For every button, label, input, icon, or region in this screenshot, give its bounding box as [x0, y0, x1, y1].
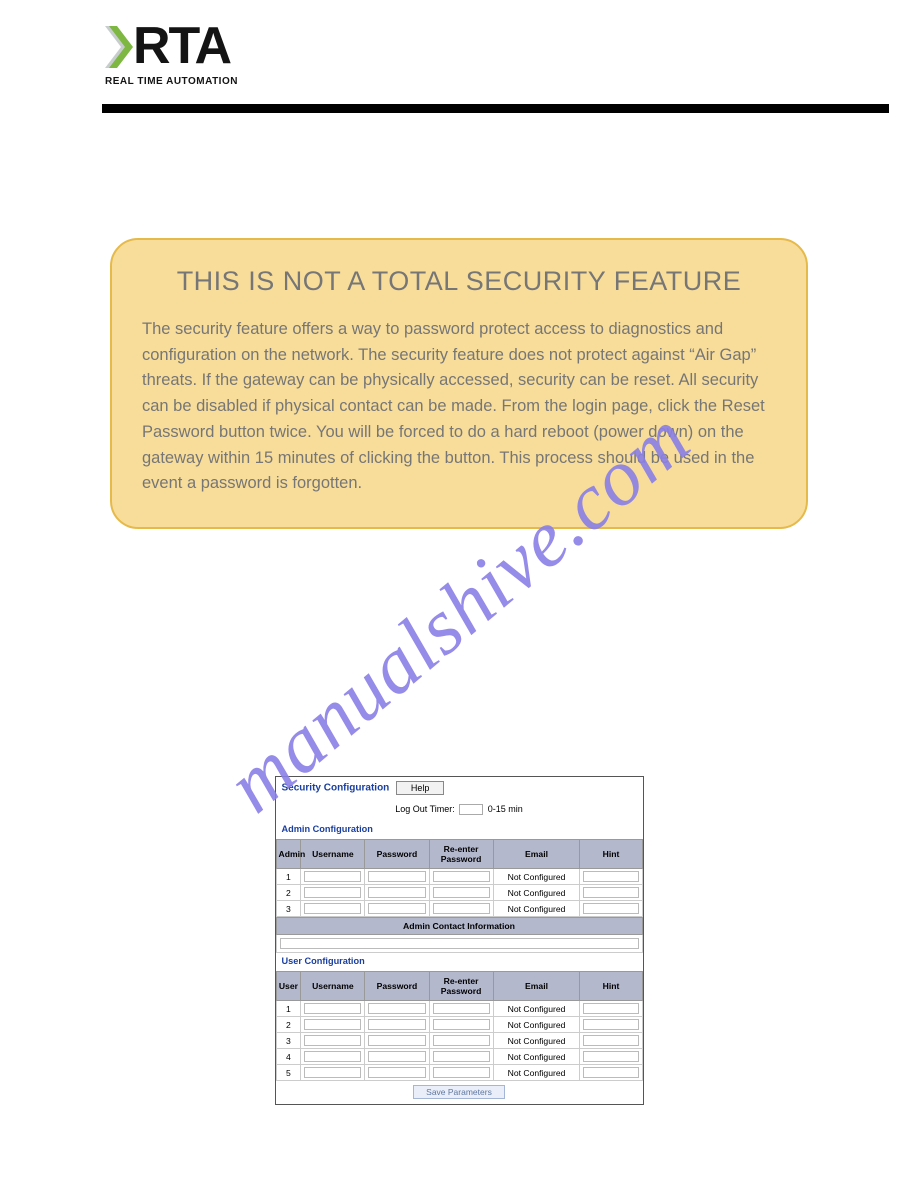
username-input[interactable] — [304, 1067, 361, 1078]
email-cell: Not Configured — [493, 1065, 580, 1081]
password-input[interactable] — [368, 1035, 425, 1046]
row-index: 1 — [276, 1001, 301, 1017]
header-divider — [102, 104, 889, 113]
hint-input[interactable] — [583, 1019, 638, 1030]
hint-input[interactable] — [583, 1035, 638, 1046]
row-index: 5 — [276, 1065, 301, 1081]
username-input[interactable] — [304, 871, 361, 882]
password-input[interactable] — [368, 903, 425, 914]
callout-title: THIS IS NOT A TOTAL SECURITY FEATURE — [142, 266, 776, 297]
col-email: Email — [493, 840, 580, 869]
logo-subtext: REAL TIME AUTOMATION — [105, 76, 238, 87]
col-password: Password — [365, 840, 429, 869]
hint-input[interactable] — [583, 871, 638, 882]
col-username: Username — [301, 840, 365, 869]
password-input[interactable] — [368, 1019, 425, 1030]
col-password: Password — [365, 972, 429, 1001]
row-index: 2 — [276, 885, 301, 901]
help-button[interactable]: Help — [396, 781, 445, 795]
col-user-idx: User — [276, 972, 301, 1001]
logout-timer-input[interactable] — [459, 804, 483, 815]
table-row: 2 Not Configured — [276, 1017, 642, 1033]
username-input[interactable] — [304, 1035, 361, 1046]
password-input[interactable] — [368, 1067, 425, 1078]
col-hint: Hint — [580, 840, 642, 869]
col-admin: Admin — [276, 840, 301, 869]
hint-input[interactable] — [583, 903, 638, 914]
admin-contact-header: Admin Contact Information — [276, 917, 643, 935]
security-warning-callout: THIS IS NOT A TOTAL SECURITY FEATURE The… — [110, 238, 808, 529]
col-username: Username — [301, 972, 365, 1001]
username-input[interactable] — [304, 1019, 361, 1030]
email-cell: Not Configured — [493, 1033, 580, 1049]
logout-timer-row: Log Out Timer: 0-15 min — [276, 799, 643, 821]
save-parameters-button[interactable]: Save Parameters — [413, 1085, 505, 1099]
reenter-password-input[interactable] — [433, 1003, 490, 1014]
logo-text: RTA — [133, 16, 230, 76]
reenter-password-input[interactable] — [433, 887, 490, 898]
reenter-password-input[interactable] — [433, 1035, 490, 1046]
rta-logo: RTA REAL TIME AUTOMATION — [105, 22, 280, 92]
email-cell: Not Configured — [493, 901, 580, 917]
username-input[interactable] — [304, 1003, 361, 1014]
username-input[interactable] — [304, 903, 361, 914]
username-input[interactable] — [304, 887, 361, 898]
password-input[interactable] — [368, 1003, 425, 1014]
email-cell: Not Configured — [493, 885, 580, 901]
hint-input[interactable] — [583, 1003, 638, 1014]
col-hint: Hint — [580, 972, 642, 1001]
col-reenter-password: Re-enter Password — [429, 840, 493, 869]
row-index: 2 — [276, 1017, 301, 1033]
row-index: 4 — [276, 1049, 301, 1065]
reenter-password-input[interactable] — [433, 871, 490, 882]
hint-input[interactable] — [583, 1067, 638, 1078]
table-row: 3 Not Configured — [276, 1033, 642, 1049]
reenter-password-input[interactable] — [433, 1051, 490, 1062]
password-input[interactable] — [368, 1051, 425, 1062]
email-cell: Not Configured — [493, 1017, 580, 1033]
logout-timer-suffix: 0-15 min — [488, 804, 523, 814]
email-cell: Not Configured — [493, 1049, 580, 1065]
reenter-password-input[interactable] — [433, 1019, 490, 1030]
table-row: 3 Not Configured — [276, 901, 642, 917]
config-title: Security Configuration — [282, 783, 390, 794]
table-row: 5 Not Configured — [276, 1065, 642, 1081]
table-row: 1 Not Configured — [276, 869, 642, 885]
reenter-password-input[interactable] — [433, 903, 490, 914]
row-index: 3 — [276, 1033, 301, 1049]
email-cell: Not Configured — [493, 1001, 580, 1017]
security-config-panel: Security Configuration Help Log Out Time… — [275, 776, 644, 1105]
row-index: 3 — [276, 901, 301, 917]
username-input[interactable] — [304, 1051, 361, 1062]
table-row: 1 Not Configured — [276, 1001, 642, 1017]
col-reenter-password: Re-enter Password — [429, 972, 493, 1001]
col-email: Email — [493, 972, 580, 1001]
hint-input[interactable] — [583, 887, 638, 898]
table-row: 4 Not Configured — [276, 1049, 642, 1065]
logout-timer-label: Log Out Timer: — [395, 804, 455, 814]
admin-config-heading: Admin Configuration — [276, 821, 643, 839]
hint-input[interactable] — [583, 1051, 638, 1062]
user-config-heading: User Configuration — [276, 953, 643, 971]
password-input[interactable] — [368, 871, 425, 882]
password-input[interactable] — [368, 887, 425, 898]
user-table: User Username Password Re-enter Password… — [276, 971, 643, 1081]
callout-body: The security feature offers a way to pas… — [142, 317, 776, 497]
admin-contact-input[interactable] — [280, 938, 639, 949]
email-cell: Not Configured — [493, 869, 580, 885]
row-index: 1 — [276, 869, 301, 885]
table-row: 2 Not Configured — [276, 885, 642, 901]
reenter-password-input[interactable] — [433, 1067, 490, 1078]
admin-table: Admin Username Password Re-enter Passwor… — [276, 839, 643, 917]
